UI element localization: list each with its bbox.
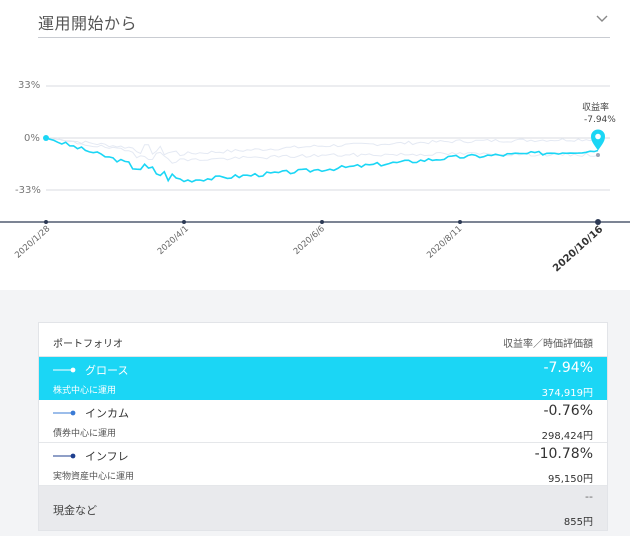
fund-value: 298,424円	[541, 431, 593, 442]
location-pin-icon	[591, 129, 605, 151]
portfolio-row-inflation[interactable]: インフレ 実物資産中心に運用 -10.78% 95,150円	[39, 443, 607, 486]
x-axis-tick-dot	[182, 220, 186, 224]
fund-value: 95,150円	[548, 474, 593, 485]
series-start-marker	[43, 135, 49, 141]
series-line-growth	[45, 137, 599, 183]
cash-value: 855円	[563, 517, 593, 528]
portfolio-header: ポートフォリオ 収益率／時価評価額	[39, 323, 607, 357]
portfolio-card: ポートフォリオ 収益率／時価評価額 グロース 株式中心に運用 -7.94% 37…	[38, 322, 608, 531]
portfolio-row-income[interactable]: インカム 債券中心に運用 -0.76% 298,424円	[39, 400, 607, 443]
portfolio-row-cash: 現金など -- 855円	[39, 486, 607, 530]
fund-return: -10.78%	[534, 446, 593, 462]
x-axis-tick-dot	[595, 219, 601, 225]
x-axis-tick-dot	[44, 220, 48, 224]
portfolio-header-title: ポートフォリオ	[53, 339, 123, 350]
callout-title: 収益率	[582, 103, 610, 113]
cash-label: 現金など	[53, 504, 97, 517]
y-tick-label: 33%	[18, 80, 41, 91]
fund-description: 株式中心に運用	[53, 386, 117, 396]
callout-value: -7.94%	[584, 115, 616, 125]
y-tick-label: -33%	[15, 185, 41, 196]
legend-line-icon	[53, 367, 76, 373]
period-select[interactable]: 運用開始から	[38, 0, 610, 38]
fund-name: インフレ	[85, 450, 129, 463]
portfolio-section: ポートフォリオ 収益率／時価評価額 グロース 株式中心に運用 -7.94% 37…	[0, 290, 630, 536]
x-axis-tick-dot	[320, 220, 324, 224]
series-line-inflation	[45, 137, 599, 164]
y-tick-label: 0%	[24, 133, 40, 144]
fund-name: インカム	[85, 407, 129, 420]
series-line-income	[45, 137, 599, 157]
fund-return: -7.94%	[543, 360, 593, 376]
legend-line-icon	[53, 410, 76, 416]
pin-center-dot	[595, 133, 601, 140]
series-end-marker	[596, 152, 600, 157]
fund-name: グロース	[85, 364, 129, 377]
cash-return: --	[585, 490, 593, 503]
fund-value: 374,919円	[541, 388, 593, 399]
fund-description: 実物資産中心に運用	[53, 472, 135, 482]
chevron-down-icon	[596, 15, 608, 22]
x-axis-tick-dot	[458, 220, 462, 224]
portfolio-row-growth[interactable]: グロース 株式中心に運用 -7.94% 374,919円	[39, 357, 607, 400]
period-label: 運用開始から	[38, 14, 138, 33]
legend-line-icon	[53, 453, 76, 459]
fund-return: -0.76%	[543, 403, 593, 419]
chart-canvas	[0, 85, 630, 225]
performance-chart[interactable]: 33% 0% -33% 2020/1/28 2020/4/1 2020/6/6 …	[0, 70, 630, 290]
fund-description: 債券中心に運用	[53, 429, 117, 439]
portfolio-header-metric: 収益率／時価評価額	[503, 339, 593, 350]
